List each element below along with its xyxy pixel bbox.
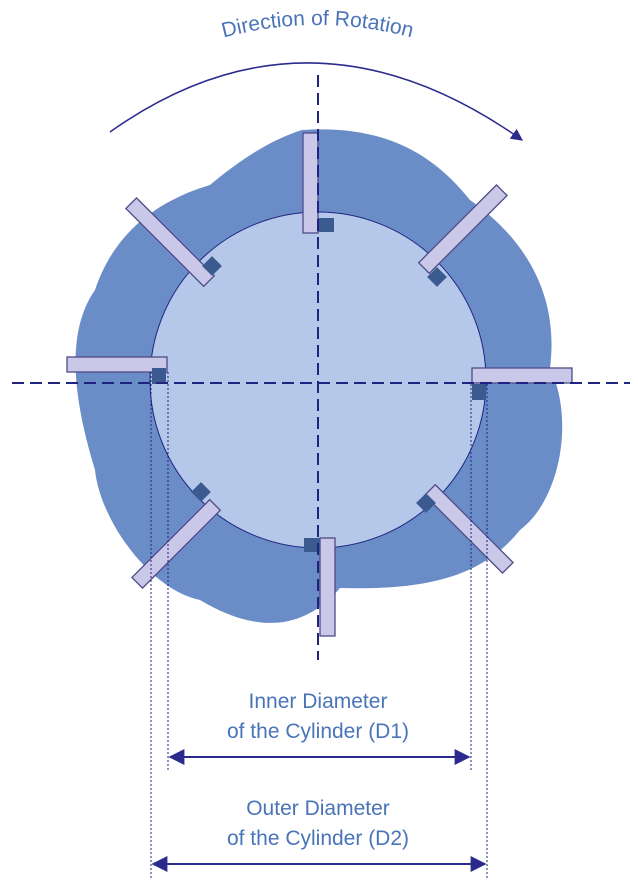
slot-bottom-left (191, 482, 211, 502)
slot-bottom-right (416, 493, 436, 513)
slot-top (318, 218, 334, 232)
outer-diameter-label-line1: Outer Diameter (246, 797, 390, 820)
extension-lines (150, 372, 488, 880)
vane-bottom (319, 537, 336, 637)
rotation-arrow-icon (109, 62, 523, 141)
slot-top-left (202, 256, 222, 276)
slot-left (152, 368, 166, 384)
vane-left (66, 356, 168, 373)
slot-bottom (304, 538, 320, 552)
slot-markers (152, 218, 486, 552)
vane-top-left (124, 196, 216, 288)
vane-top (302, 132, 319, 234)
vane-top-right (417, 183, 509, 275)
rotation-title: Direction of Rotation (219, 7, 416, 42)
vane-right (471, 367, 573, 384)
inner-diameter-label-line2: of the Cylinder (D1) (227, 720, 409, 743)
vane-bottom-left (130, 498, 222, 590)
outer-diameter-label-line2: of the Cylinder (D2) (227, 827, 409, 850)
slot-top-right (427, 267, 447, 287)
inner-diameter-label-line1: Inner Diameter (249, 690, 388, 713)
rotation-title-path: Direction of Rotation (219, 7, 416, 42)
vane-group (66, 132, 573, 637)
vane-bottom-right (423, 483, 515, 575)
slot-right (472, 384, 486, 400)
